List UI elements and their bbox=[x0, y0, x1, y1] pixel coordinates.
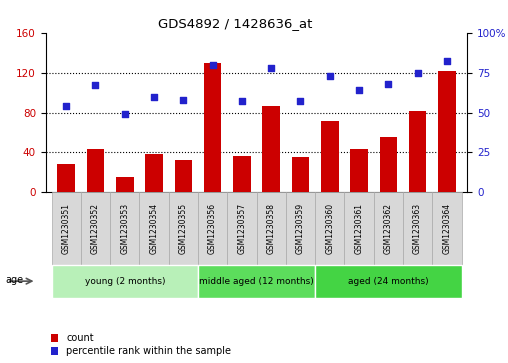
Bar bbox=[87, 150, 104, 192]
Text: GSM1230363: GSM1230363 bbox=[413, 203, 422, 254]
Text: GSM1230362: GSM1230362 bbox=[384, 203, 393, 254]
Point bbox=[121, 111, 129, 117]
Text: age: age bbox=[5, 274, 23, 285]
Point bbox=[384, 81, 392, 87]
Text: GSM1230358: GSM1230358 bbox=[267, 203, 276, 254]
Bar bbox=[57, 164, 75, 192]
Point bbox=[238, 98, 246, 104]
Bar bbox=[292, 158, 309, 192]
Bar bbox=[204, 62, 221, 192]
Text: aged (24 months): aged (24 months) bbox=[348, 277, 429, 286]
Text: GSM1230359: GSM1230359 bbox=[296, 203, 305, 254]
Bar bbox=[379, 138, 397, 192]
Point bbox=[209, 62, 217, 68]
Bar bbox=[350, 150, 368, 192]
Point bbox=[62, 103, 70, 109]
Point bbox=[296, 98, 304, 104]
Bar bbox=[145, 155, 163, 192]
Bar bbox=[321, 121, 338, 192]
Text: GSM1230351: GSM1230351 bbox=[61, 203, 71, 254]
Title: GDS4892 / 1428636_at: GDS4892 / 1428636_at bbox=[158, 17, 312, 30]
Bar bbox=[263, 106, 280, 192]
Bar bbox=[116, 178, 134, 192]
Point bbox=[355, 87, 363, 93]
Point bbox=[267, 65, 275, 71]
Text: GSM1230357: GSM1230357 bbox=[237, 203, 246, 254]
Text: GSM1230354: GSM1230354 bbox=[149, 203, 158, 254]
Text: GSM1230364: GSM1230364 bbox=[442, 203, 452, 254]
Text: GSM1230360: GSM1230360 bbox=[325, 203, 334, 254]
Bar bbox=[409, 110, 426, 192]
Text: middle aged (12 months): middle aged (12 months) bbox=[199, 277, 314, 286]
Point bbox=[326, 73, 334, 79]
Text: GSM1230353: GSM1230353 bbox=[120, 203, 129, 254]
Legend: count, percentile rank within the sample: count, percentile rank within the sample bbox=[51, 333, 231, 356]
Bar bbox=[233, 156, 250, 192]
Bar bbox=[175, 160, 192, 192]
Text: GSM1230355: GSM1230355 bbox=[179, 203, 188, 254]
Point bbox=[91, 82, 100, 88]
Point bbox=[150, 94, 158, 99]
Text: GSM1230361: GSM1230361 bbox=[355, 203, 364, 254]
Text: young (2 months): young (2 months) bbox=[84, 277, 165, 286]
Bar bbox=[438, 70, 456, 192]
Point bbox=[443, 58, 451, 64]
Text: GSM1230352: GSM1230352 bbox=[91, 203, 100, 254]
Point bbox=[179, 97, 187, 103]
Point bbox=[414, 70, 422, 76]
Text: GSM1230356: GSM1230356 bbox=[208, 203, 217, 254]
